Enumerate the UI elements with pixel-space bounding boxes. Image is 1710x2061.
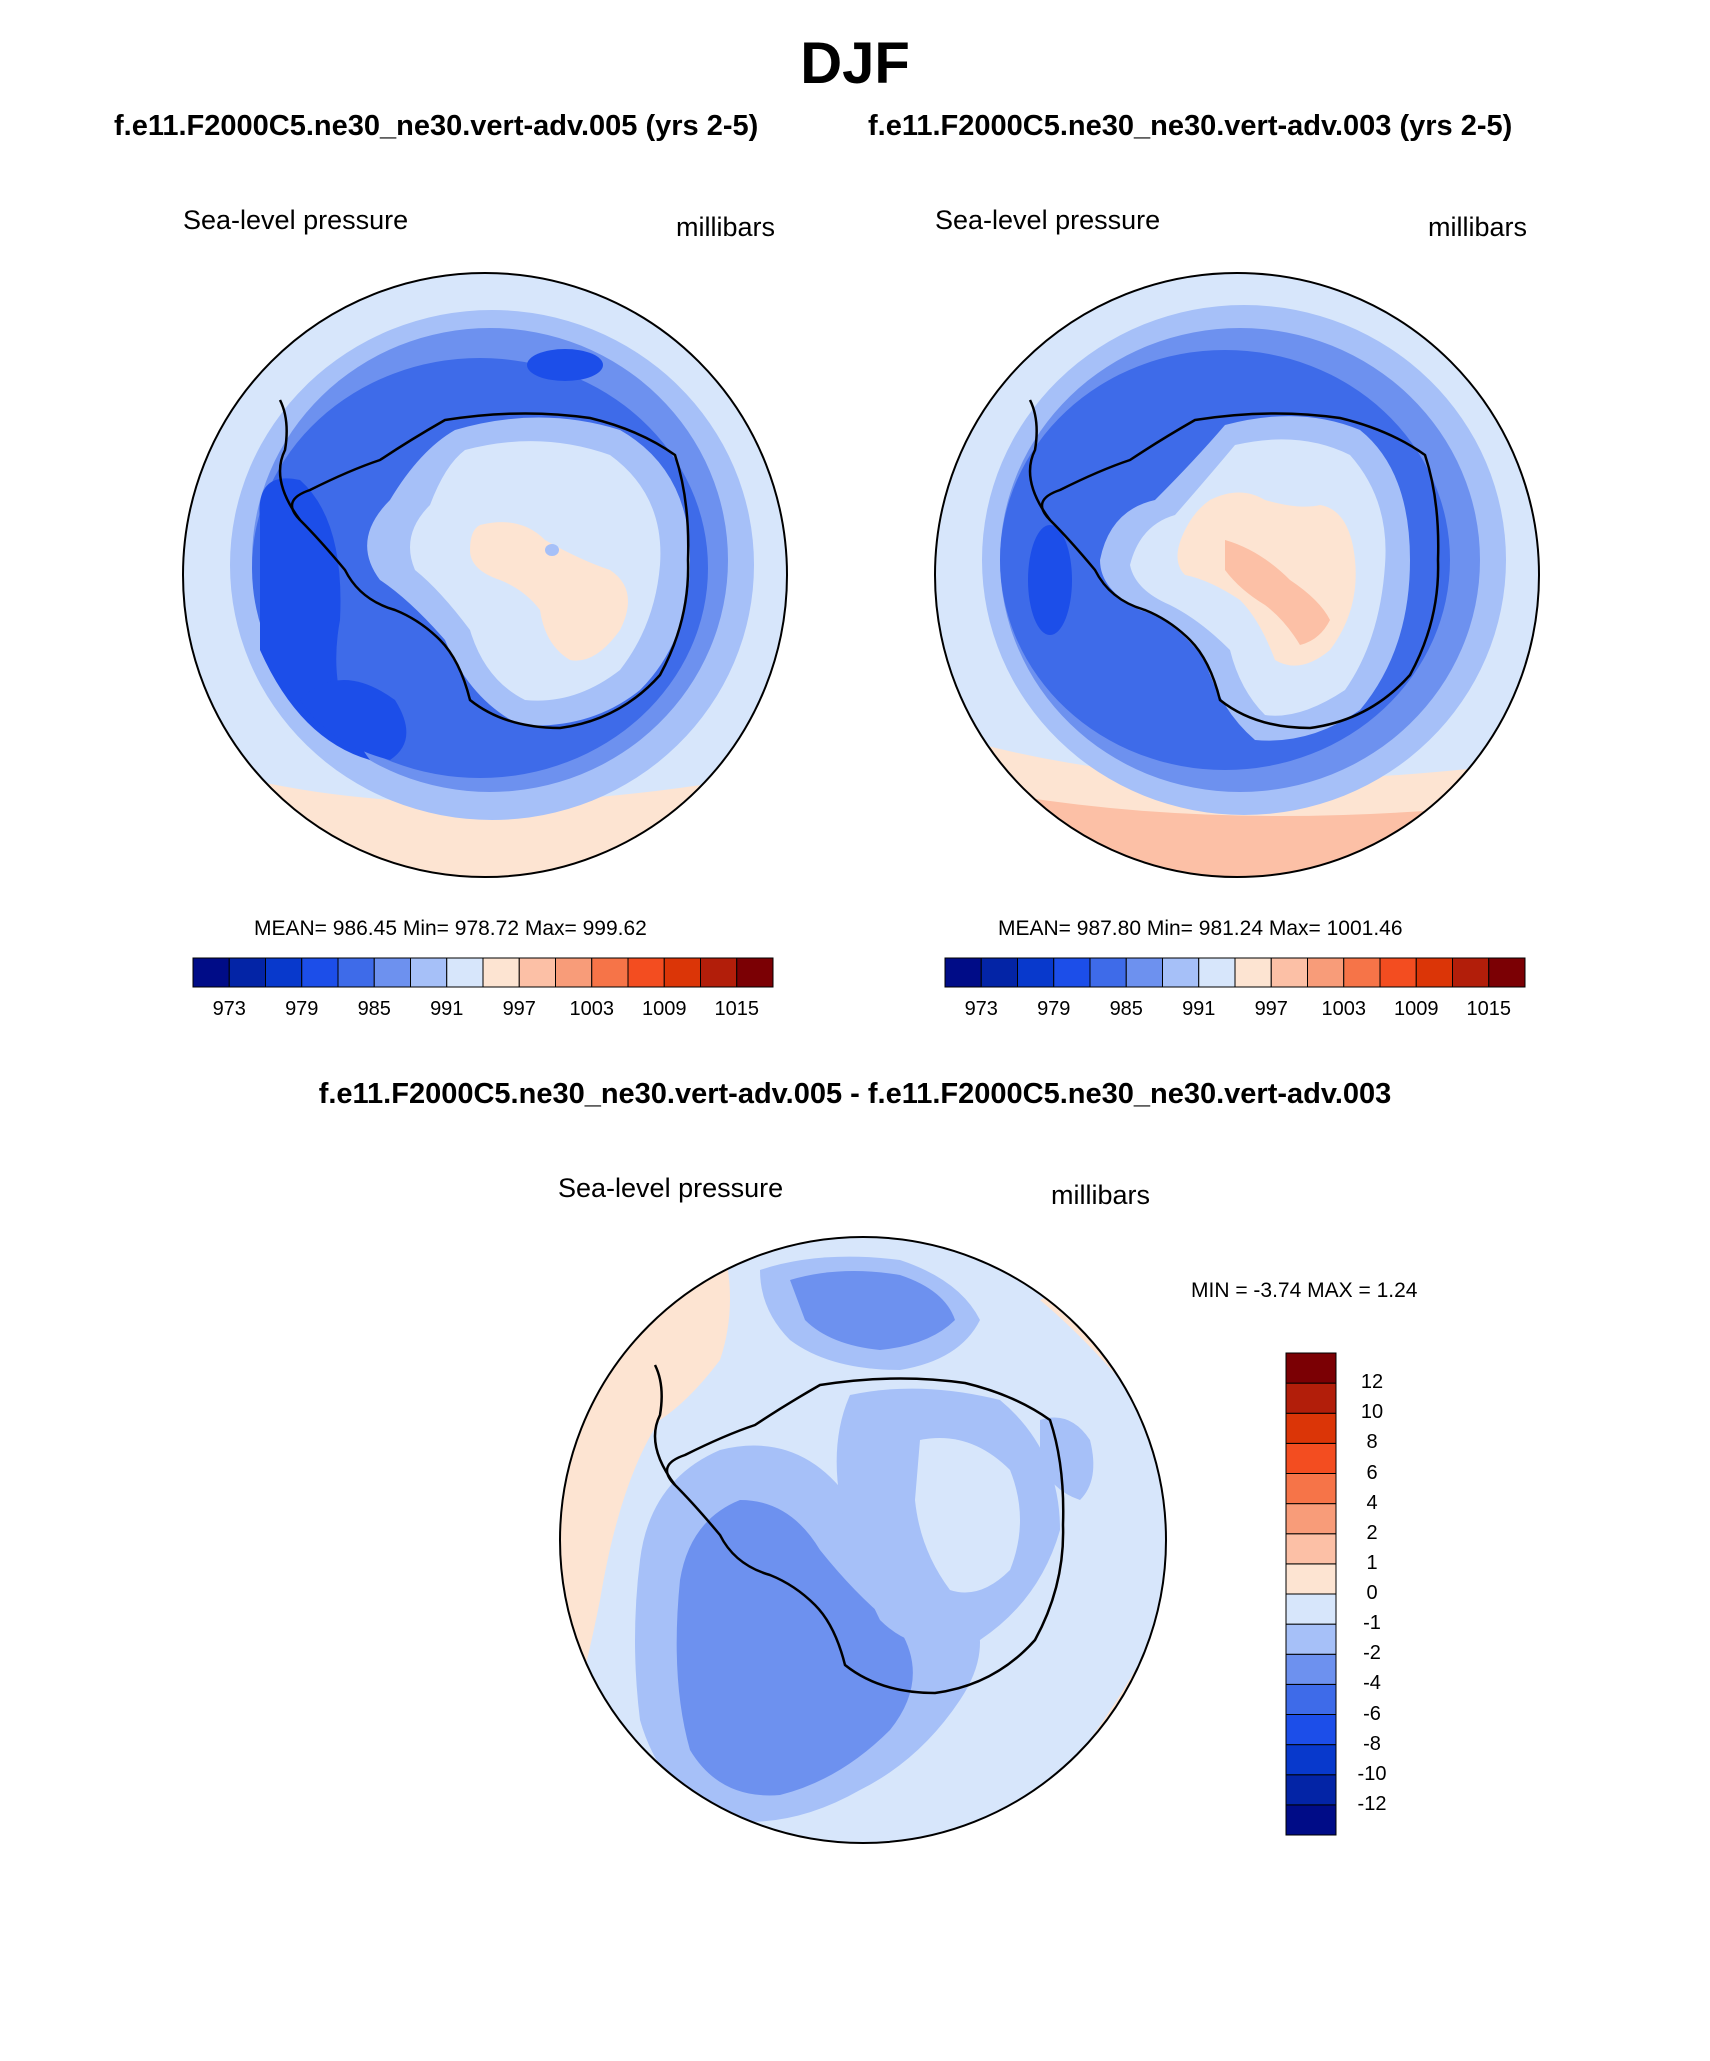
panel1-colorbar-tick-label: 1003 [569, 998, 615, 1020]
panel1-colorbar-tick-label: 1015 [714, 998, 760, 1020]
panel1-colorbar-swatch [736, 957, 774, 988]
panel3-colorbar-tick-label: -2 [1363, 1642, 1381, 1665]
panel2-variable-label: Sea-level pressure [935, 205, 1161, 235]
panel1-units-label: millibars [676, 212, 776, 242]
panel3-colorbar-swatch [1285, 1714, 1337, 1746]
panel2-colorbar-swatch [1270, 957, 1308, 988]
panel3-colorbar-swatch [1285, 1412, 1337, 1444]
panel2-colorbar-swatch [980, 957, 1018, 988]
panel3-colorbar-tick-label: 2 [1366, 1521, 1378, 1544]
panel1-colorbar-tick-label: 1009 [642, 998, 687, 1020]
panel3-colorbar-swatch [1285, 1593, 1337, 1625]
panel3-colorbar-swatch [1285, 1653, 1337, 1685]
panel3-colorbar-swatch [1285, 1804, 1337, 1836]
panel3-colorbar-tick-label: 1 [1366, 1551, 1378, 1574]
panel1-map [182, 272, 788, 878]
panel3-map [559, 1236, 1167, 1844]
panel3-colorbar-swatch [1285, 1533, 1337, 1565]
panel2-colorbar-swatch [1415, 957, 1453, 988]
panel3-units-label: millibars [1051, 1180, 1151, 1210]
panel1-colorbar-tick-label: 991 [430, 998, 464, 1020]
panel3-colorbar-tick-label: 6 [1366, 1461, 1378, 1484]
panel2-colorbar-tick-label: 1015 [1466, 998, 1512, 1020]
panel3-colorbar-tick-label: -6 [1363, 1702, 1381, 1725]
panel2-colorbar-tick-label: 979 [1037, 998, 1071, 1020]
panel2-colorbar-swatch [1488, 957, 1526, 988]
panel3-colorbar-tick-label: 12 [1360, 1371, 1384, 1394]
panel1-colorbar-swatch [265, 957, 303, 988]
panel1-colorbar-swatch [373, 957, 411, 988]
panel3-colorbar-tick-label: 10 [1360, 1401, 1384, 1424]
panel1-colorbar-swatch [663, 957, 701, 988]
panel1-colorbar-swatch [301, 957, 339, 988]
panel2-colorbar-swatch [1162, 957, 1200, 988]
panel3-colorbar-swatch [1285, 1503, 1337, 1535]
panel2-colorbar-swatch [1343, 957, 1381, 988]
panel3-variable-label: Sea-level pressure [558, 1173, 784, 1203]
panel3-colorbar-swatch [1285, 1683, 1337, 1715]
panel1-colorbar-swatch [518, 957, 556, 988]
panel3-colorbar [1285, 1352, 1337, 1836]
panel2-colorbar-swatch [1089, 957, 1127, 988]
panel1-colorbar-swatch [700, 957, 738, 988]
panel1-colorbar-tick-label: 985 [357, 998, 391, 1020]
panel3-colorbar-tick-label: 4 [1366, 1491, 1378, 1514]
panel3-colorbar-swatch [1285, 1623, 1337, 1655]
panel2-colorbar-swatch [1234, 957, 1272, 988]
panel3-colorbar-swatch [1285, 1442, 1337, 1474]
panel1-colorbar-swatch [627, 957, 665, 988]
panel3-colorbar-tick-label: 8 [1366, 1431, 1378, 1454]
panel1-colorbar-tick-label: 979 [285, 998, 319, 1020]
panel2-colorbar-swatch [1452, 957, 1490, 988]
panel1-title: f.e11.F2000C5.ne30_ne30.vert-adv.005 (yr… [114, 110, 759, 142]
panel2-colorbar-swatch [1307, 957, 1345, 988]
panel1-colorbar-swatch [446, 957, 484, 988]
panel1-colorbar-swatch [555, 957, 593, 988]
panel3-colorbar-tick-label: -8 [1363, 1732, 1381, 1755]
panel2-map [934, 272, 1540, 878]
panel3-stats: MIN = -3.74 MAX = 1.24 [1191, 1279, 1418, 1302]
panel1-colorbar [192, 957, 774, 988]
panel3-colorbar-tick-label: -12 [1357, 1792, 1387, 1815]
panel2-units-label: millibars [1428, 212, 1528, 242]
panel2-colorbar-tick-label: 997 [1254, 998, 1288, 1020]
panel1-colorbar-swatch [337, 957, 375, 988]
panel2-colorbar-swatch [1198, 957, 1236, 988]
panel3-colorbar-swatch [1285, 1744, 1337, 1776]
panel3-colorbar-swatch [1285, 1473, 1337, 1505]
panel3-colorbar-swatch [1285, 1563, 1337, 1595]
panel2-colorbar-tick-label: 973 [964, 998, 998, 1020]
panel2-colorbar-swatch [1379, 957, 1417, 988]
panel3-title: f.e11.F2000C5.ne30_ne30.vert-adv.005 - f… [318, 1078, 1392, 1110]
panel3-colorbar-swatch [1285, 1382, 1337, 1414]
panel2-title: f.e11.F2000C5.ne30_ne30.vert-adv.003 (yr… [868, 110, 1513, 142]
panel2-colorbar [944, 957, 1526, 988]
panel1-variable-label: Sea-level pressure [183, 205, 409, 235]
panel2-stats: MEAN= 987.80 Min= 981.24 Max= 1001.46 [998, 917, 1403, 940]
panel3-colorbar-swatch [1285, 1774, 1337, 1806]
panel1-colorbar-tick-label: 973 [212, 998, 246, 1020]
panel1-stats: MEAN= 986.45 Min= 978.72 Max= 999.62 [254, 917, 647, 940]
panel3-colorbar-tick-label: -10 [1357, 1762, 1387, 1785]
panel1-colorbar-tick-label: 997 [502, 998, 536, 1020]
panel1-colorbar-swatch [410, 957, 448, 988]
panel2-colorbar-swatch [1017, 957, 1055, 988]
panel1-colorbar-swatch [228, 957, 266, 988]
panel2-colorbar-tick-label: 985 [1109, 998, 1143, 1020]
panel1-colorbar-swatch [192, 957, 230, 988]
panel2-colorbar-tick-label: 1003 [1321, 998, 1367, 1020]
panel2-colorbar-tick-label: 991 [1182, 998, 1216, 1020]
panel2-colorbar-swatch [1053, 957, 1091, 988]
panel2-colorbar-swatch [1125, 957, 1163, 988]
panel1-colorbar-swatch [482, 957, 520, 988]
panel3-colorbar-tick-label: -1 [1363, 1612, 1381, 1635]
panel1-colorbar-swatch [591, 957, 629, 988]
panel3-colorbar-swatch [1285, 1352, 1337, 1384]
main-title: DJF [800, 31, 910, 96]
panel3-colorbar-tick-label: 0 [1366, 1582, 1378, 1604]
panel3-colorbar-tick-label: -4 [1363, 1672, 1381, 1695]
panel2-colorbar-tick-label: 1009 [1394, 998, 1439, 1020]
panel2-colorbar-swatch [944, 957, 982, 988]
